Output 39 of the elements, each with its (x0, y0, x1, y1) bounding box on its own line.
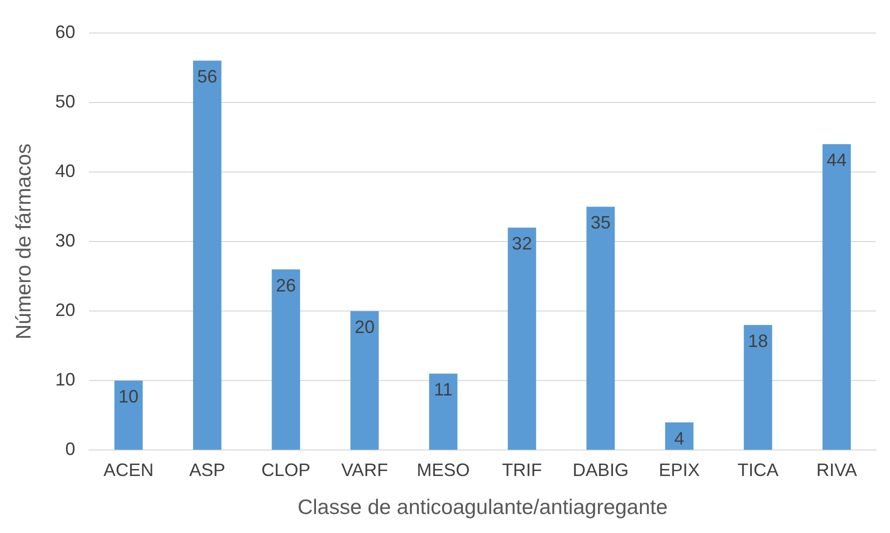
x-tick-label: RIVA (816, 460, 858, 480)
x-tick-label: MESO (416, 460, 470, 480)
data-label: 35 (590, 212, 611, 233)
x-tick-label: EPIX (658, 460, 700, 480)
bar (350, 311, 379, 450)
bar (272, 269, 300, 450)
x-axis-title: Classe de anticoagulante/antiagregante (298, 496, 668, 520)
bar (114, 380, 143, 450)
y-tick-label: 0 (65, 439, 76, 460)
bar (665, 422, 694, 450)
y-axis-title: Número de fármacos (12, 143, 36, 340)
y-tick-label: 60 (55, 22, 76, 42)
data-label: 20 (354, 317, 375, 338)
x-tick-label: TICA (737, 460, 778, 480)
data-label: 4 (674, 428, 684, 448)
y-tick-label: 10 (55, 370, 76, 390)
x-tick-label: ASP (189, 460, 226, 480)
data-label: 11 (434, 380, 453, 400)
bar (508, 228, 536, 450)
y-tick-label: 40 (55, 160, 76, 181)
data-label: 18 (748, 330, 768, 351)
data-label: 44 (826, 150, 847, 170)
y-tick-label: 30 (55, 230, 76, 250)
bar (586, 206, 615, 450)
bar (429, 374, 458, 450)
bar (193, 60, 222, 450)
data-label: 10 (118, 386, 139, 407)
y-tick-label: 20 (55, 300, 76, 320)
data-label: 26 (276, 275, 296, 296)
bar (822, 144, 851, 450)
bar (744, 324, 772, 450)
x-tick-label: DABIG (572, 460, 629, 480)
y-tick-label: 50 (55, 91, 76, 112)
x-tick-label: ACEN (104, 460, 154, 480)
data-label: 56 (197, 66, 218, 87)
data-label: 32 (512, 234, 532, 254)
x-tick-label: VARF (341, 460, 388, 480)
x-tick-label: TRIF (502, 460, 542, 480)
x-tick-label: CLOP (261, 460, 310, 480)
